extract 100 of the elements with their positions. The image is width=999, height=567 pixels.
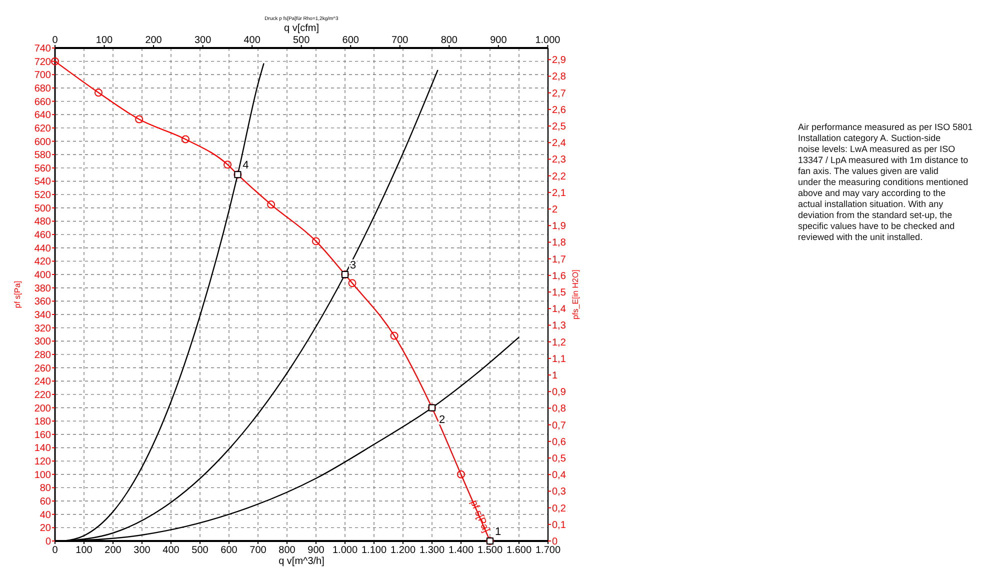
y2-tick-label: 2,5 bbox=[552, 122, 566, 133]
x2-tick-label: 100 bbox=[96, 35, 114, 46]
x2-tick-label: 700 bbox=[392, 35, 409, 46]
y2-tick-label: 2,6 bbox=[552, 104, 566, 116]
y2-tick-label: 1,8 bbox=[552, 238, 566, 249]
x-tick-label: 700 bbox=[250, 545, 267, 556]
x-tick-label: 1.700 bbox=[535, 545, 561, 556]
x-tick-label: 100 bbox=[76, 545, 93, 556]
y-tick-label: 540 bbox=[34, 176, 52, 188]
y-tick-label: 320 bbox=[34, 323, 52, 334]
y2-tick-label: 2,2 bbox=[552, 171, 566, 182]
x-tick-label: 1.100 bbox=[361, 545, 387, 556]
y-tick-label: 620 bbox=[34, 123, 52, 134]
y-tick-label: 560 bbox=[34, 163, 52, 174]
y2-tick-label: 0,1 bbox=[552, 520, 566, 531]
y-tick-label: 20 bbox=[40, 523, 52, 534]
x-tick-label: 800 bbox=[278, 545, 296, 556]
x-tick-label: 1.600 bbox=[506, 545, 532, 556]
y-tick-label: 240 bbox=[34, 376, 52, 388]
x2-tick-label: 400 bbox=[244, 35, 261, 46]
y2-tick-label: 0,4 bbox=[552, 470, 566, 482]
y2-tick-label: 0,3 bbox=[552, 486, 566, 498]
y2-tick-label: 1,3 bbox=[552, 320, 566, 332]
x-tick-label: 1.500 bbox=[477, 545, 503, 556]
x-tick-label: 1.300 bbox=[419, 545, 445, 556]
annotation: 1 bbox=[494, 526, 502, 538]
y2-tick-label: 1,7 bbox=[552, 254, 566, 266]
x-tick-label: 900 bbox=[308, 545, 325, 556]
y-tick-label: 680 bbox=[34, 83, 52, 94]
y2-axis-title: pfs_E[in H2O] bbox=[571, 270, 580, 320]
y-tick-label: 480 bbox=[34, 216, 52, 228]
y-tick-label: 740 bbox=[34, 44, 52, 54]
y-tick-label: 300 bbox=[34, 336, 52, 348]
y2-tick-label: 2,7 bbox=[552, 88, 566, 100]
y-tick-label: 640 bbox=[34, 110, 52, 122]
y-tick-label: 220 bbox=[34, 390, 52, 401]
y-axis-title: pf s[Pa] bbox=[13, 280, 22, 308]
y-tick-label: 500 bbox=[34, 203, 52, 214]
y-tick-label: 340 bbox=[34, 310, 52, 321]
x2-axis-title: q v[cfm] bbox=[284, 23, 320, 34]
x2-tick-label: 500 bbox=[293, 35, 310, 46]
x-tick-label: 1.000 bbox=[332, 545, 358, 556]
y2-tick-label: 1,1 bbox=[552, 354, 566, 365]
y-tick-label: 160 bbox=[34, 430, 52, 441]
y-tick-label: 120 bbox=[34, 456, 52, 468]
x-tick-label: 200 bbox=[104, 545, 122, 556]
y2-tick-label: 2,3 bbox=[552, 154, 566, 166]
x-tick-label: 400 bbox=[162, 545, 180, 556]
x2-tick-label: 900 bbox=[490, 35, 508, 46]
y-tick-label: 80 bbox=[40, 483, 52, 494]
y-tick-label: 720 bbox=[34, 56, 52, 68]
y-tick-label: 260 bbox=[34, 363, 52, 374]
y2-tick-label: 0,2 bbox=[552, 503, 566, 514]
y-tick-label: 140 bbox=[34, 443, 52, 454]
y2-tick-label: 1,2 bbox=[552, 337, 566, 348]
x-tick-label: 500 bbox=[192, 545, 209, 556]
y2-tick-label: 2,9 bbox=[552, 55, 566, 66]
y-tick-label: 100 bbox=[34, 470, 52, 481]
y-tick-label: 520 bbox=[34, 190, 52, 202]
y-tick-label: 700 bbox=[34, 70, 52, 82]
y-tick-label: 380 bbox=[34, 283, 52, 294]
x-tick-label: 1.400 bbox=[448, 545, 474, 556]
y-tick-label: 600 bbox=[34, 136, 52, 148]
y-tick-label: 420 bbox=[34, 256, 52, 268]
y2-tick-label: 2,4 bbox=[552, 138, 566, 150]
text: Air performance measured as per ISO 5801 Installation category A. Suction-side noise levels: LwA measured as per ISO 13347 / LpA measured with 1m distance to fan axis. The values given are valid under the measuring conditions mentioned above and may vary according to the actual installation situation. With any deviation from the standard set-up, the specific values have to be checked and reviewed with the unit installed. bbox=[798, 122, 973, 242]
y-tick-label: 0 bbox=[45, 536, 52, 548]
y-tick-label: 180 bbox=[34, 416, 52, 428]
y2-tick-label: 0,5 bbox=[552, 454, 566, 465]
y-tick-label: 660 bbox=[34, 96, 52, 108]
x-tick-label: 300 bbox=[134, 545, 151, 556]
x2-tick-label: 200 bbox=[145, 35, 162, 46]
x-tick-label: 0 bbox=[52, 545, 58, 556]
y2-tick-label: 1 bbox=[552, 370, 558, 382]
x2-tick-label: 800 bbox=[440, 35, 458, 46]
y2-tick-label: 0,7 bbox=[552, 420, 566, 432]
y2-tick-label: 0,6 bbox=[552, 436, 566, 448]
annotation: 4 bbox=[242, 160, 249, 172]
y2-tick-label: 1,6 bbox=[552, 270, 566, 282]
y-tick-label: 400 bbox=[34, 270, 52, 282]
y2-tick-label: 2 bbox=[552, 204, 558, 216]
y-tick-label: 460 bbox=[34, 230, 52, 242]
y-tick-label: 440 bbox=[34, 243, 52, 254]
y2-tick-label: 2,1 bbox=[552, 188, 566, 199]
y2-tick-label: 1,5 bbox=[552, 288, 566, 299]
x-tick-label: 600 bbox=[220, 545, 238, 556]
y2-tick-label: 1,4 bbox=[552, 304, 566, 316]
x2-tick-label: 300 bbox=[194, 35, 212, 46]
y2-tick-label: 2,8 bbox=[552, 72, 566, 83]
y2-tick-label: 1,9 bbox=[552, 221, 566, 232]
y-tick-label: 580 bbox=[34, 150, 52, 162]
x2-tick-label: 600 bbox=[342, 35, 360, 46]
y-tick-label: 280 bbox=[34, 350, 52, 361]
y2-tick-label: 0 bbox=[552, 536, 558, 548]
x2-tick-label: 1.000 bbox=[535, 35, 561, 46]
y2-tick-label: 0,9 bbox=[552, 387, 566, 398]
y-tick-label: 60 bbox=[40, 496, 52, 508]
annotation: 2 bbox=[438, 414, 446, 426]
y2-tick-label: 0,8 bbox=[552, 404, 566, 415]
annotation: 3 bbox=[350, 260, 356, 272]
